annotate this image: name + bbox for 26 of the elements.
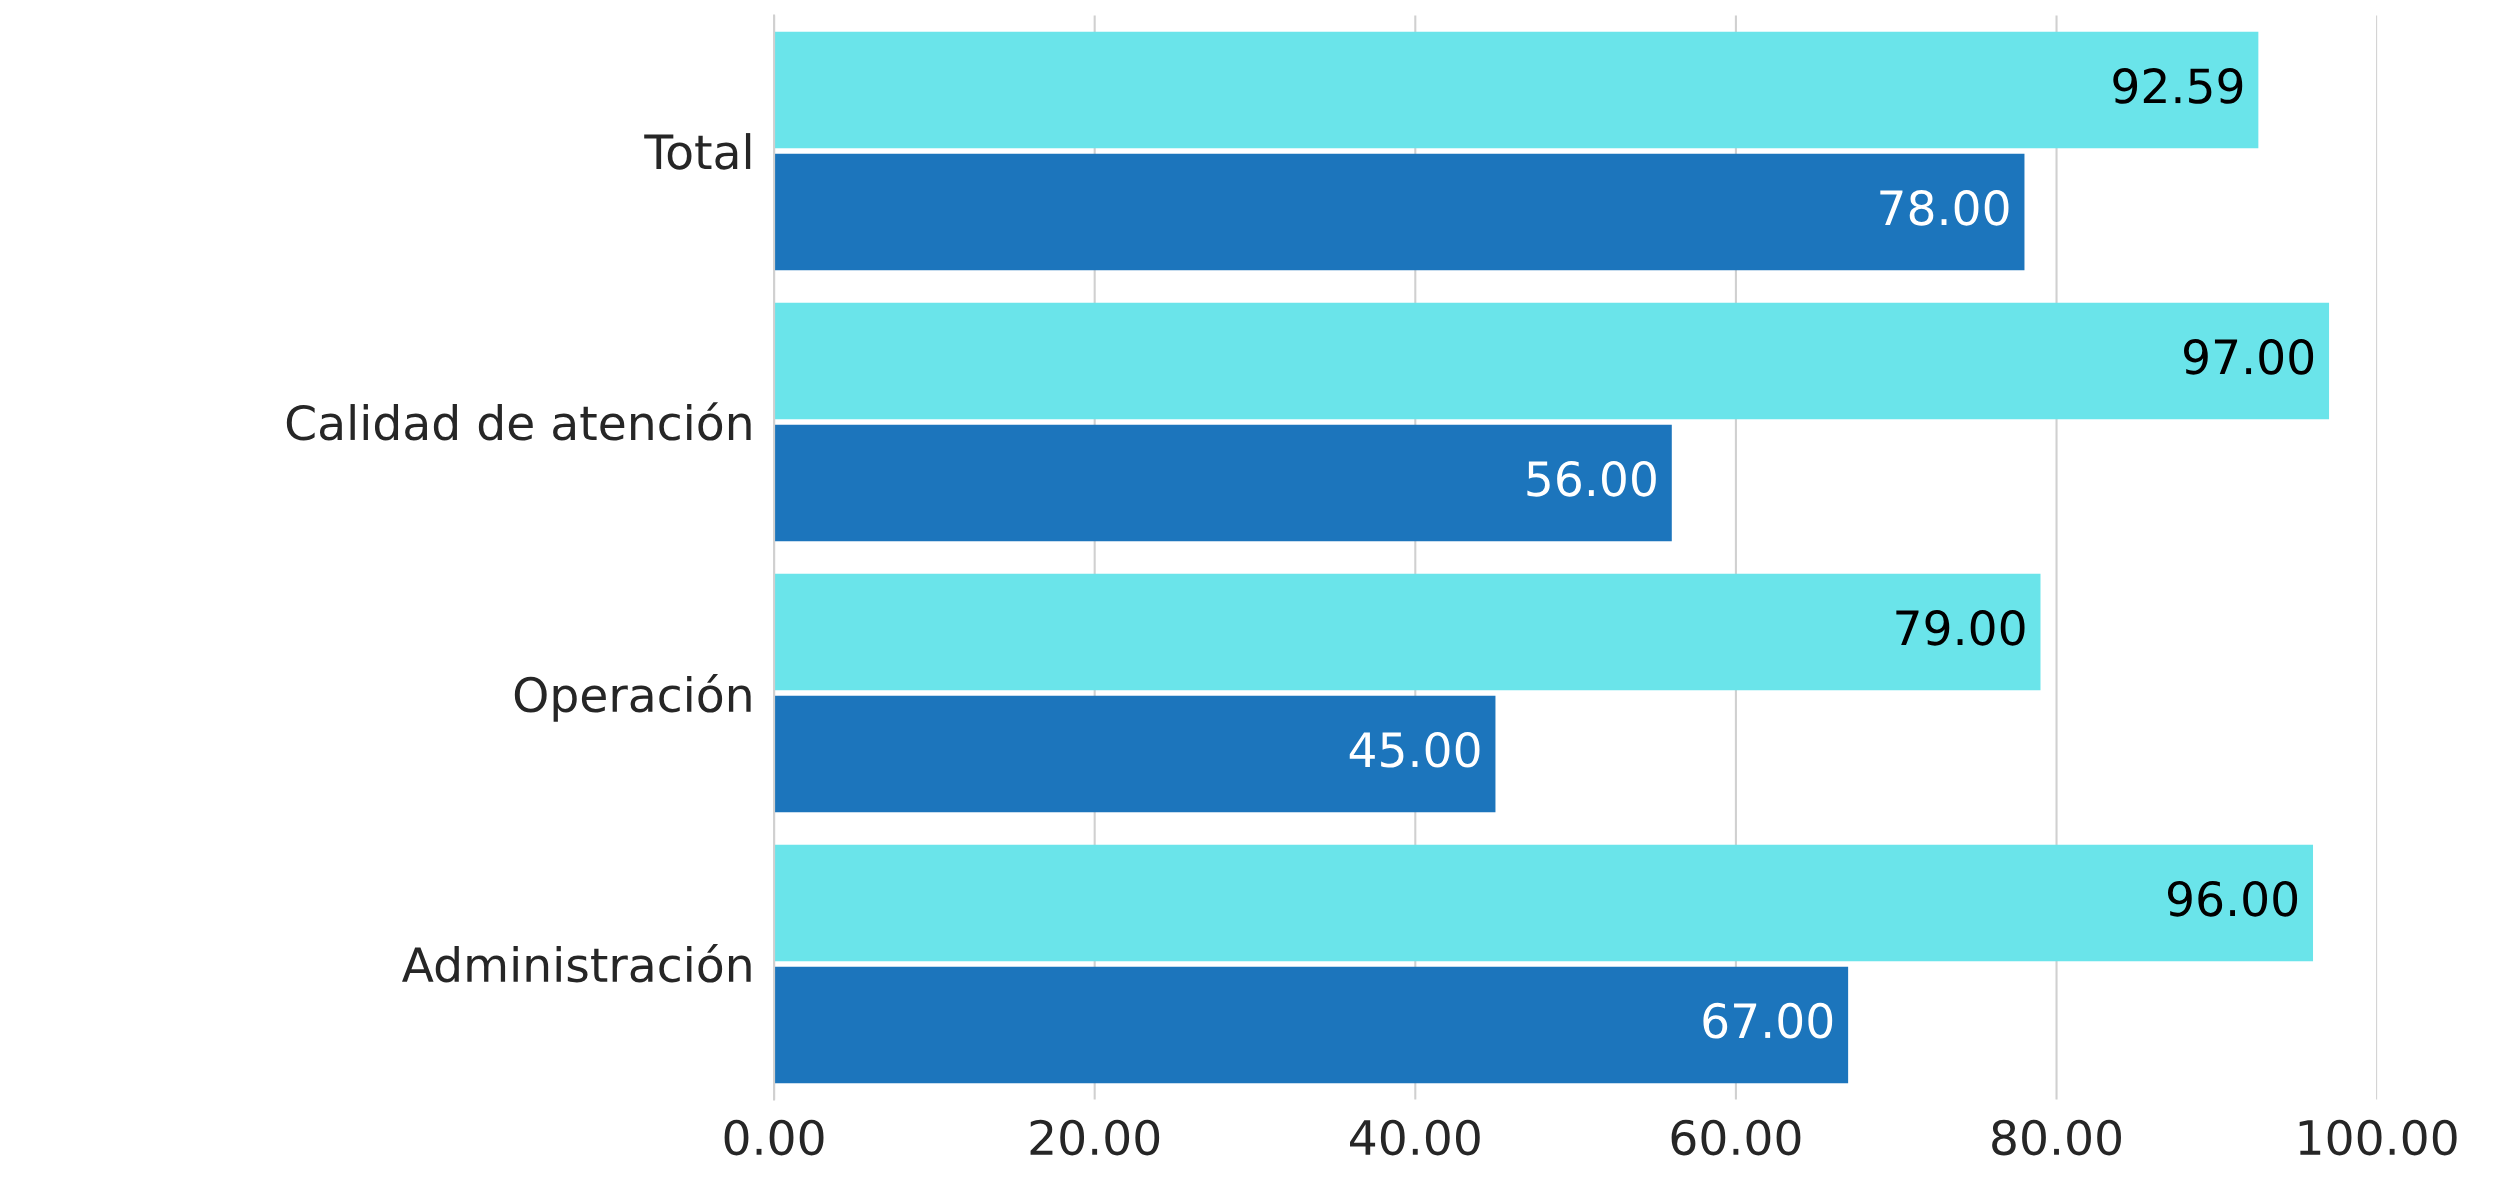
bar [774,695,1496,813]
data-label: 79.00 [1896,609,2025,646]
data-label: 78.00 [1880,189,2009,226]
data-label: 45.00 [1349,731,1480,768]
bar [774,31,2259,149]
x-tick-label: 40.00 [1350,1119,1480,1156]
bar [774,844,2314,962]
y-tick-label: Calidad de atención [286,402,751,441]
data-label: 67.00 [1703,1002,1833,1039]
bar [774,153,2025,271]
bar [774,302,2330,420]
bar [774,966,1849,1084]
x-tick-label: 20.00 [1030,1119,1160,1156]
y-tick-label: Administración [402,944,751,983]
x-tick-label: 100.00 [2299,1119,2457,1156]
x-tick-label: 80.00 [1992,1119,2121,1156]
bar [774,424,1672,542]
data-label: 92.59 [2113,68,2243,104]
x-tick-label: 0.00 [724,1119,824,1156]
data-label: 96.00 [2167,880,2298,917]
x-tick-label: 60.00 [1671,1119,1801,1156]
y-tick-label: Total [644,133,751,170]
data-label: 97.00 [2184,339,2314,375]
bar [774,573,2041,691]
data-label: 56.00 [1527,460,1656,497]
y-tick-label: Operación [514,674,751,722]
